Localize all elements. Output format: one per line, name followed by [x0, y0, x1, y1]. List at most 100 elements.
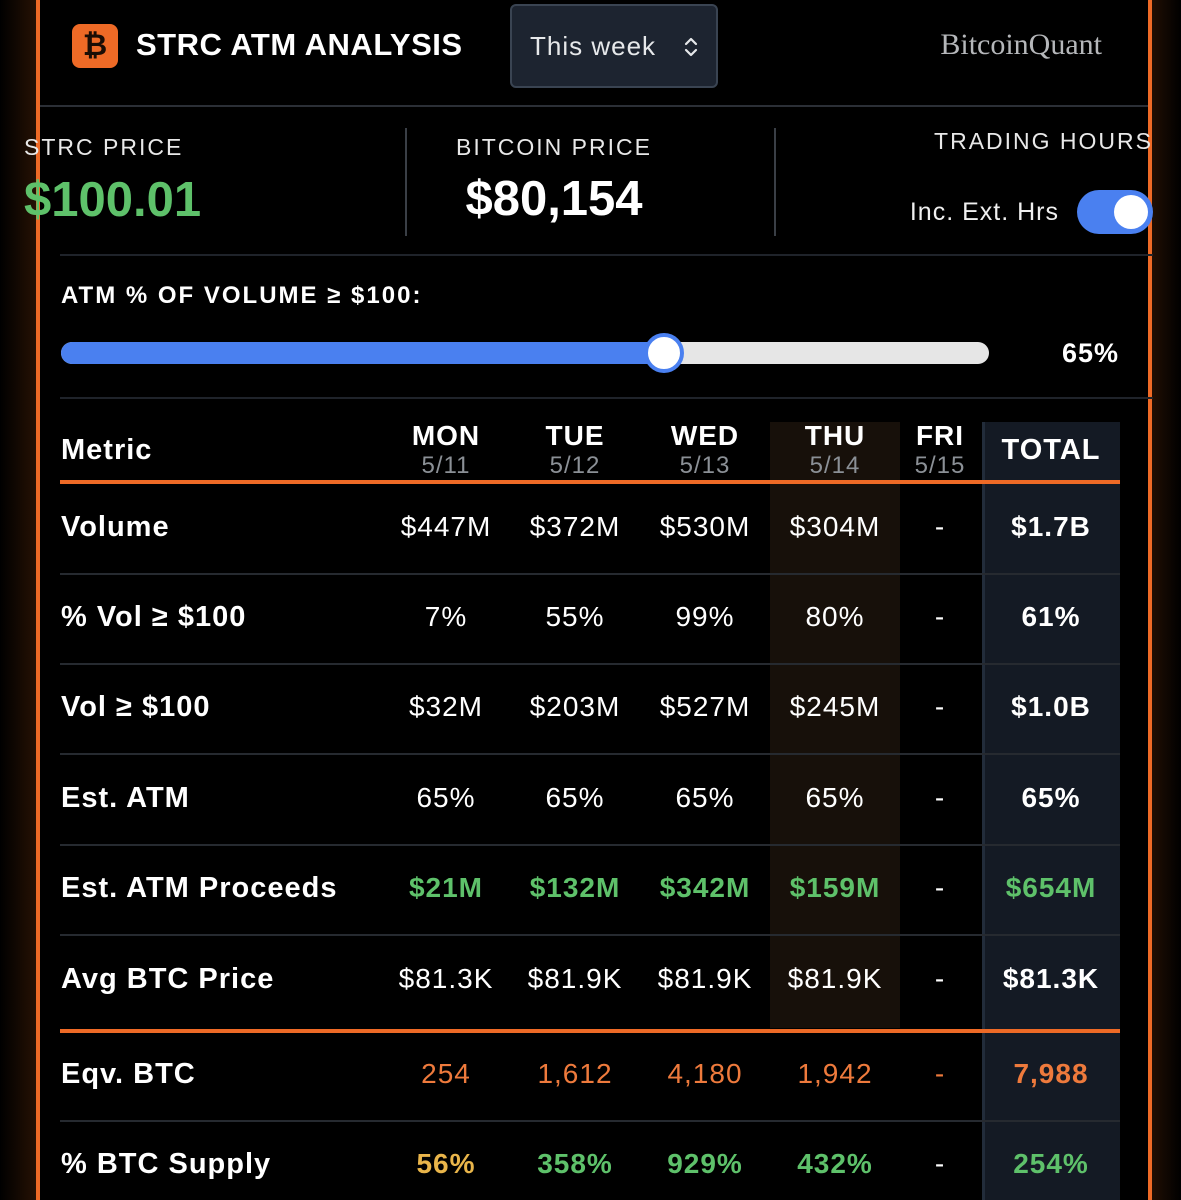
period-select[interactable]: This week — [510, 4, 718, 88]
day-header-thu: THU 5/14 — [770, 420, 900, 480]
bitcoin-price-value: $80,154 — [465, 172, 643, 226]
price-separator — [405, 128, 407, 236]
table-cell: 254 — [421, 1058, 471, 1089]
bitcoin-price-block: BITCOIN PRICE $80,154 — [370, 134, 738, 227]
table-cell: $21M — [408, 872, 484, 903]
table-cell: 80% — [805, 601, 865, 632]
table-cell: 65% — [805, 782, 865, 813]
table-cell: $32M — [408, 691, 484, 722]
table-cell: - — [934, 601, 946, 632]
total-cell: $1.7B — [1011, 511, 1091, 542]
day-name: MON — [411, 420, 481, 451]
atm-percent-slider[interactable] — [61, 333, 989, 373]
row-divider — [60, 844, 1120, 846]
total-column-background — [982, 422, 1120, 1200]
table-cell: $527M — [659, 691, 751, 722]
header-orange-divider — [60, 480, 1120, 484]
total-cell: $81.3K — [1002, 963, 1100, 994]
row-label: Est. ATM — [61, 782, 190, 814]
row-label: Volume — [61, 511, 170, 543]
strc-price-value: $100.01 — [24, 173, 202, 227]
day-name: WED — [670, 420, 740, 451]
table-cell: 65% — [675, 782, 735, 813]
table-cell: $159M — [789, 872, 881, 903]
toggle-knob — [1114, 195, 1148, 229]
day-header-wed: WED 5/13 — [640, 420, 770, 480]
table-cell: 65% — [545, 782, 605, 813]
table-cell: $342M — [659, 872, 751, 903]
bitcoin-price-label: BITCOIN PRICE — [456, 134, 652, 160]
table-cell: 65% — [416, 782, 476, 813]
table-cell: $203M — [529, 691, 621, 722]
row-divider — [60, 934, 1120, 936]
table-cell: 99% — [675, 601, 735, 632]
table-cell: 358% — [537, 1148, 613, 1179]
day-date: 5/15 — [914, 452, 966, 479]
total-header: TOTAL — [1001, 434, 1101, 466]
table-cell: 55% — [545, 601, 605, 632]
table-cell: - — [934, 963, 946, 994]
row-divider — [60, 753, 1120, 755]
extended-hours-toggle[interactable] — [1077, 190, 1153, 234]
slider-divider — [60, 397, 1153, 399]
day-date: 5/12 — [549, 452, 601, 479]
table-cell: $81.9K — [657, 963, 753, 994]
day-date: 5/11 — [421, 452, 471, 479]
table-cell: 432% — [797, 1148, 873, 1179]
total-cell: 65% — [1021, 782, 1081, 813]
total-cell: $654M — [1005, 872, 1097, 903]
slider-title: ATM % OF VOLUME ≥ $100: — [61, 282, 423, 309]
app-frame: ₿ STRC ATM ANALYSIS This week BitcoinQua… — [36, 0, 1152, 1200]
table-cell: $372M — [529, 511, 621, 542]
strc-price-label: STRC PRICE — [24, 134, 184, 160]
slider-thumb[interactable] — [644, 333, 685, 373]
day-date: 5/14 — [809, 452, 861, 479]
table-cell: $304M — [789, 511, 881, 542]
table-cell: $530M — [659, 511, 751, 542]
header: ₿ STRC ATM ANALYSIS This week BitcoinQua… — [40, 0, 1148, 106]
table-cell: $245M — [789, 691, 881, 722]
table-cell: - — [934, 691, 946, 722]
day-name: TUE — [545, 420, 605, 451]
trading-hours-label: TRADING HOURS — [934, 128, 1153, 154]
app-title: STRC ATM ANALYSIS — [136, 27, 463, 62]
table-cell: - — [934, 511, 946, 542]
brand-logo: BitcoinQuant — [940, 28, 1102, 61]
slider-value: 65% — [1061, 338, 1119, 368]
row-divider — [60, 663, 1120, 665]
table-cell: - — [934, 1148, 946, 1179]
prices-divider — [60, 254, 1153, 256]
extended-hours-label: Inc. Ext. Hrs — [909, 197, 1059, 226]
row-label: % BTC Supply — [61, 1148, 272, 1180]
day-name: THU — [804, 420, 866, 451]
total-cell: 254% — [1013, 1148, 1089, 1179]
day-name: FRI — [915, 420, 965, 451]
table-cell: $81.3K — [398, 963, 494, 994]
total-cell: 61% — [1021, 601, 1081, 632]
row-label: Est. ATM Proceeds — [61, 872, 338, 904]
header-divider — [40, 105, 1148, 107]
row-label: % Vol ≥ $100 — [61, 601, 247, 633]
table-cell: 7% — [424, 601, 468, 632]
bitcoin-logo-icon: ₿ — [72, 24, 118, 68]
row-divider — [60, 573, 1120, 575]
trading-hours-block: TRADING HOURS Inc. Ext. Hrs — [910, 128, 1153, 234]
period-select-value: This week — [530, 30, 657, 61]
current-day-highlight — [770, 422, 900, 1028]
table-cell: 4,180 — [667, 1058, 743, 1089]
table-cell: $132M — [529, 872, 621, 903]
table-cell: 929% — [667, 1148, 743, 1179]
table-cell: - — [934, 1058, 946, 1089]
table-cell: $447M — [400, 511, 492, 542]
row-label: Avg BTC Price — [61, 963, 275, 995]
day-date: 5/13 — [679, 452, 731, 479]
table-cell: 1,612 — [537, 1058, 613, 1089]
day-header-fri: FRI 5/15 — [900, 420, 980, 480]
price-separator — [774, 128, 776, 236]
row-divider — [60, 1120, 1120, 1122]
total-cell: 7,988 — [1013, 1058, 1089, 1089]
table-cell: $81.9K — [787, 963, 883, 994]
table-cell: 1,942 — [797, 1058, 873, 1089]
total-cell: $1.0B — [1011, 691, 1091, 722]
section-orange-divider — [60, 1029, 1120, 1033]
